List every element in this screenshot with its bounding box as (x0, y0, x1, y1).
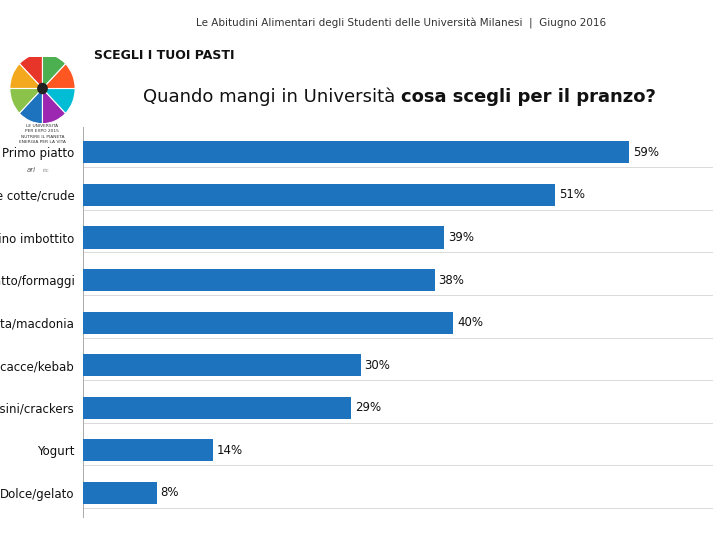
Wedge shape (42, 53, 66, 89)
Wedge shape (42, 64, 75, 89)
Wedge shape (10, 64, 42, 89)
Text: 51%: 51% (559, 188, 585, 201)
Text: ENERGIA PER LA VITA: ENERGIA PER LA VITA (19, 140, 66, 144)
Text: ric: ric (42, 168, 49, 173)
Text: Quando mangi in Università: Quando mangi in Università (143, 88, 402, 106)
Wedge shape (10, 89, 42, 113)
Text: cosa scegli per il pranzo?: cosa scegli per il pranzo? (402, 88, 656, 106)
Text: 30%: 30% (364, 359, 390, 372)
Bar (83, 354, 361, 376)
Text: 29%: 29% (355, 401, 382, 414)
Text: 59%: 59% (633, 146, 659, 159)
Bar (83, 312, 454, 334)
Text: 8%: 8% (161, 487, 179, 500)
Text: 39%: 39% (448, 231, 474, 244)
Wedge shape (19, 53, 42, 89)
Bar (83, 226, 444, 248)
Text: Le Abitudini Alimentari degli Studenti delle Università Milanesi  |  Giugno 2016: Le Abitudini Alimentari degli Studenti d… (197, 18, 606, 29)
Wedge shape (42, 89, 75, 113)
Text: 38%: 38% (438, 274, 464, 287)
Text: 14%: 14% (216, 444, 243, 457)
FancyBboxPatch shape (4, 11, 79, 200)
Wedge shape (19, 89, 42, 124)
Text: SCEGLI I TUOI PASTI: SCEGLI I TUOI PASTI (94, 49, 234, 62)
Bar (83, 482, 157, 504)
Wedge shape (42, 89, 66, 124)
Text: LE UNIVERSITÀ: LE UNIVERSITÀ (27, 124, 58, 127)
Text: ari: ari (27, 167, 36, 173)
Bar (83, 439, 212, 461)
Text: PER EXPO 2015: PER EXPO 2015 (25, 129, 60, 133)
Bar (83, 184, 555, 206)
Bar (83, 141, 629, 164)
Bar (83, 269, 435, 291)
Text: 40%: 40% (457, 316, 483, 329)
Text: NUTRIRE IL PIANETA: NUTRIRE IL PIANETA (21, 134, 64, 139)
Circle shape (38, 84, 47, 93)
Bar (83, 397, 351, 419)
